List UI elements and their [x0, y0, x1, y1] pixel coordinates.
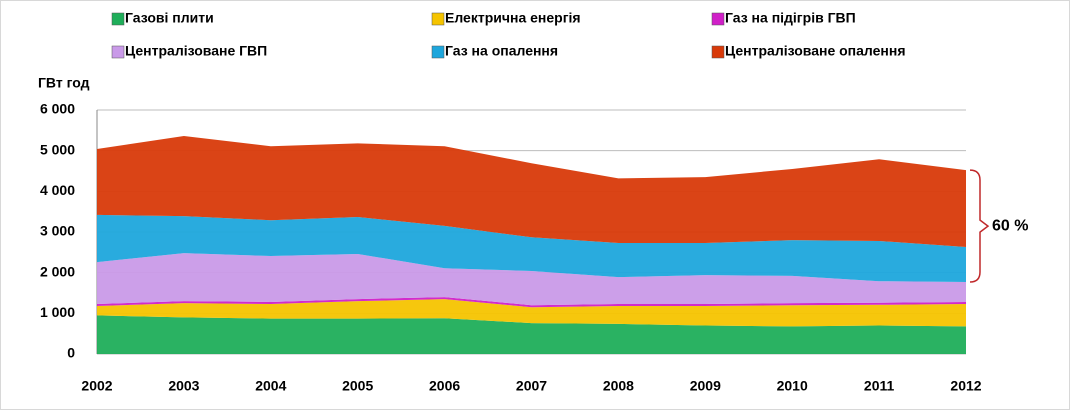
- y-tick-label: 6 000: [40, 101, 75, 117]
- legend-label: Газові плити: [125, 10, 214, 26]
- x-tick-label: 2012: [950, 378, 981, 394]
- x-tick-label: 2010: [777, 378, 808, 394]
- area: [97, 297, 966, 308]
- annotation: 60 %: [992, 217, 1028, 234]
- bracket: [969, 169, 990, 283]
- area: [97, 315, 966, 354]
- y-tick-label: 2 000: [40, 263, 75, 279]
- x-tick-label: 2006: [429, 378, 460, 394]
- y-tick-label: 0: [67, 345, 75, 361]
- legend-label: Газ на підігрів ГВП: [725, 10, 856, 26]
- x-tick-label: 2005: [342, 378, 373, 394]
- y-axis-label: ГВт год: [38, 75, 90, 91]
- area: [97, 214, 966, 283]
- x-tick-label: 2009: [690, 378, 721, 394]
- legend-marker: [431, 12, 445, 26]
- x-tick-label: 2003: [168, 378, 199, 394]
- legend-marker: [711, 45, 725, 59]
- x-tick-label: 2011: [864, 378, 895, 394]
- legend-marker: [711, 12, 725, 26]
- area: [97, 299, 966, 327]
- legend-marker: [431, 45, 445, 59]
- area: [97, 136, 966, 248]
- y-tick-label: 1 000: [40, 304, 75, 320]
- y-tick-label: 3 000: [40, 223, 75, 239]
- legend-marker: [111, 12, 125, 26]
- area: [97, 253, 966, 306]
- y-tick-label: 5 000: [40, 141, 75, 157]
- x-tick-label: 2008: [603, 378, 634, 394]
- legend-label: Електрична енергія: [445, 10, 581, 26]
- legend-label: Газ на опалення: [445, 43, 558, 59]
- x-tick-label: 2004: [255, 378, 286, 394]
- y-tick-label: 4 000: [40, 182, 75, 198]
- x-tick-label: 2007: [516, 378, 547, 394]
- x-tick-label: 2002: [81, 378, 112, 394]
- legend-marker: [111, 45, 125, 59]
- legend-label: Централізоване ГВП: [125, 43, 267, 59]
- legend-label: Централізоване опалення: [725, 43, 906, 59]
